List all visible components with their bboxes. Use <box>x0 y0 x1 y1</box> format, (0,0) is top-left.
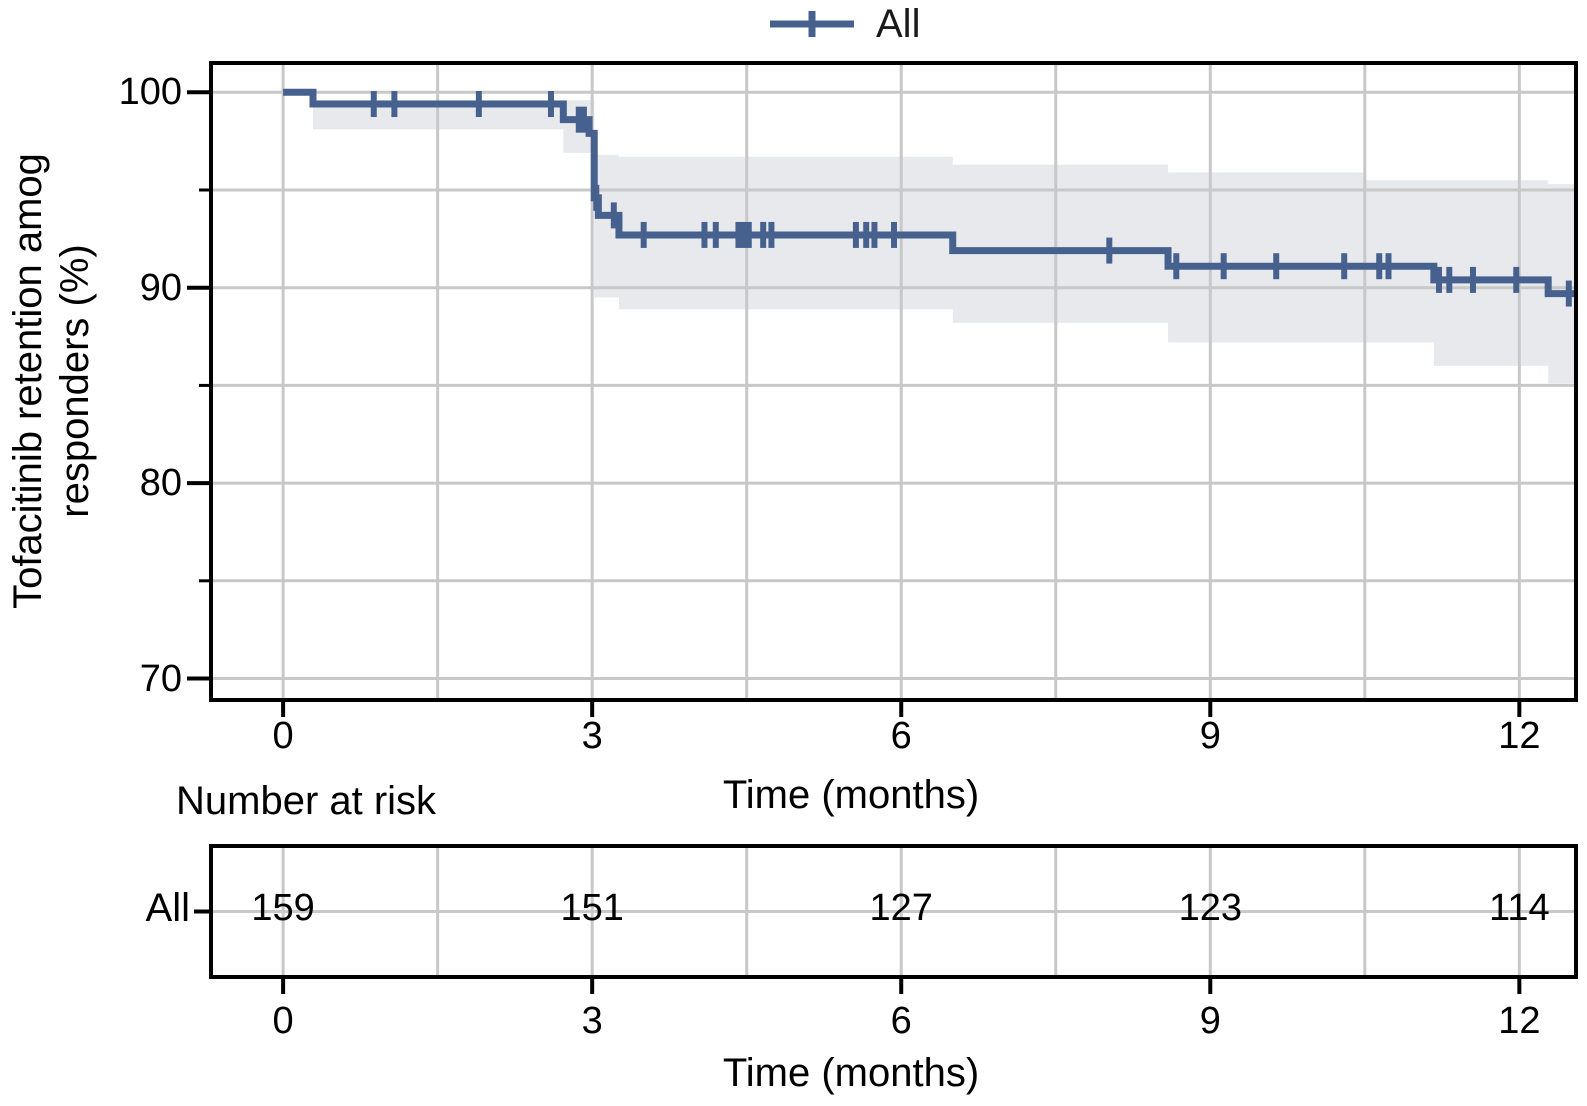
bottom-x-tick-label: 9 <box>1199 1000 1221 1042</box>
number-at-risk-header: Number at risk <box>176 779 437 823</box>
bottom-x-tick-label: 0 <box>272 1000 294 1042</box>
risk-row-label: All <box>145 886 190 930</box>
bottom-x-tick-label: 3 <box>581 1000 603 1042</box>
y-axis-title: Tofacitinib retention amog responders (%… <box>5 0 99 771</box>
y-tick-label: 80 <box>139 462 182 505</box>
y-tick-label: 70 <box>139 657 182 700</box>
survival-plot-area <box>187 61 1578 717</box>
confidence-band <box>312 100 1577 384</box>
x-tick-label: 0 <box>272 715 294 757</box>
legend: All <box>768 0 920 48</box>
risk-count: 151 <box>560 887 624 929</box>
x-tick-label: 12 <box>1498 715 1541 757</box>
legend-label: All <box>876 2 921 46</box>
x-tick-label: 6 <box>890 715 912 757</box>
x-tick-label: 9 <box>1199 715 1221 757</box>
survival-curve <box>283 88 1576 298</box>
x-axis-title: Time (months) <box>722 773 980 817</box>
risk-count: 114 <box>1489 887 1550 929</box>
x-tick-label: 3 <box>581 715 603 757</box>
bottom-x-tick-label: 6 <box>890 1000 912 1042</box>
plot-frame <box>209 61 1578 702</box>
number-at-risk-table <box>194 844 1578 994</box>
bottom-x-tick-label: 12 <box>1498 1000 1541 1042</box>
y-tick-label: 90 <box>139 266 182 309</box>
legend-line-marker-icon <box>770 11 854 37</box>
risk-count: 159 <box>251 887 315 929</box>
y-tick-label: 100 <box>118 71 182 114</box>
risk-count: 127 <box>869 887 933 929</box>
y-axis-title-line2: responders (%) <box>53 244 97 518</box>
bottom-axis-title: Time (months) <box>722 1051 980 1095</box>
y-axis-title-line1: Tofacitinib retention amog <box>6 153 50 609</box>
risk-count: 123 <box>1178 887 1242 929</box>
